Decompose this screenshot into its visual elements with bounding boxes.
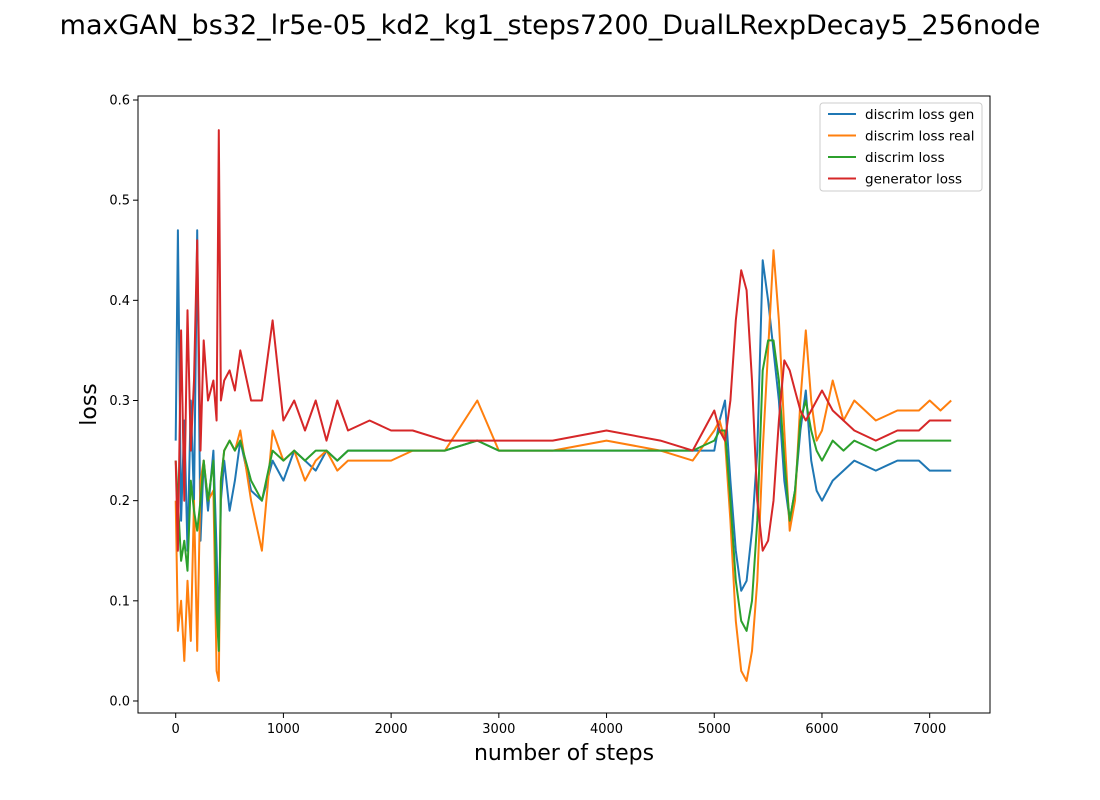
legend-label: discrim loss gen	[865, 107, 974, 123]
x-axis: 0 1000 2000 3000 4000 5000 6000 7000	[172, 713, 946, 737]
x-tick-label: 3000	[482, 722, 515, 737]
x-tick-label: 0	[172, 722, 180, 737]
y-tick-label: 0.6	[109, 94, 130, 109]
series-line-generator-loss	[174, 129, 952, 552]
plot-frame	[137, 95, 991, 714]
y-tick-label: 0.4	[109, 294, 130, 309]
y-tick-label: 0.0	[109, 694, 130, 709]
x-tick-label: 5000	[698, 722, 731, 737]
x-tick-label: 2000	[375, 722, 408, 737]
y-tick-label: 0.2	[109, 494, 130, 509]
x-tick-label: 7000	[913, 722, 946, 737]
plot-area	[138, 96, 990, 713]
legend-label: discrim loss	[865, 150, 945, 166]
y-tick-label: 0.5	[109, 194, 130, 209]
legend-box	[819, 102, 983, 192]
x-axis-label: number of steps	[474, 741, 654, 766]
x-tick-label: 4000	[590, 722, 623, 737]
x-tick-label: 1000	[267, 722, 300, 737]
y-axis: 0.0 0.1 0.2 0.3 0.4 0.5 0.6	[109, 94, 138, 709]
legend-label: discrim loss real	[865, 129, 974, 145]
x-tick-label: 6000	[805, 722, 838, 737]
legend: discrim loss gen discrim loss real discrim…	[819, 102, 983, 192]
chart-title: maxGAN_bs32_lr5e-05_kd2_kg1_steps7200_Du…	[59, 10, 1041, 41]
series-layer	[174, 129, 952, 682]
y-tick-label: 0.1	[109, 594, 130, 609]
y-tick-label: 0.3	[109, 394, 130, 409]
series-line-discrim-loss	[174, 339, 952, 652]
legend-label: generator loss	[865, 172, 962, 188]
y-axis-label: loss	[77, 383, 102, 426]
